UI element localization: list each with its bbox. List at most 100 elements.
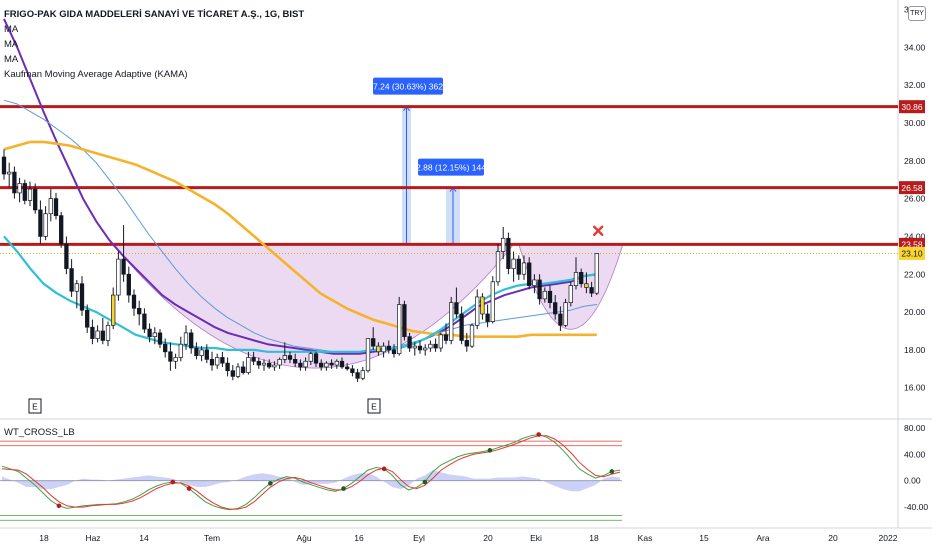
candle-body — [246, 357, 251, 373]
resistance-label-box — [899, 181, 925, 195]
last-price-label: 23.10 — [901, 249, 923, 259]
candle-body — [329, 362, 334, 366]
candle-body — [251, 357, 256, 362]
candle-body — [490, 281, 495, 322]
osc-cross-dot — [170, 479, 176, 485]
candle-body — [100, 330, 105, 341]
candle-body — [178, 343, 183, 358]
candle-body — [501, 237, 506, 252]
price-tick-label: 26.00 — [904, 194, 926, 204]
candle-body — [64, 243, 69, 269]
time-tick-label: Kas — [638, 533, 653, 543]
candle-body — [215, 357, 220, 366]
candle-body — [137, 307, 142, 315]
candle-body — [339, 360, 345, 368]
measure-label: 7.24 (30.63%) 362 — [373, 82, 443, 92]
candle-body — [85, 309, 90, 328]
candle-body — [116, 258, 121, 296]
candle-body — [495, 251, 501, 283]
candle-body — [95, 330, 100, 339]
candle-body — [282, 355, 287, 360]
candle-body — [1, 156, 7, 175]
candle-body — [157, 332, 163, 345]
candle-body — [27, 188, 33, 201]
candle-body — [241, 366, 246, 373]
candle-body — [277, 359, 282, 366]
candle-body — [48, 198, 53, 215]
indicator-ma-2[interactable]: MA — [4, 39, 19, 50]
candle-body — [287, 355, 293, 360]
time-tick-label: 18 — [39, 533, 49, 543]
resistance-label: 23.58 — [901, 240, 923, 250]
candle-body — [79, 283, 85, 311]
symbol-title[interactable]: FRIGO-PAK GIDA MADDELERİ SANAYİ VE TİCAR… — [4, 9, 305, 20]
candle-body — [43, 213, 48, 237]
candle-body — [407, 336, 412, 349]
candle-body — [183, 332, 189, 345]
candle-body — [303, 360, 308, 368]
candle-body — [194, 347, 199, 356]
candle-body — [319, 362, 324, 368]
candle-body — [163, 343, 168, 353]
candle-body — [308, 353, 313, 362]
candle-body — [449, 302, 454, 341]
candle-body — [69, 268, 74, 292]
candle-body — [53, 198, 59, 216]
candle-body — [345, 366, 350, 370]
candle-body — [371, 338, 376, 347]
resistance-label: 30.86 — [901, 102, 923, 112]
candle-body — [74, 283, 79, 292]
candle-body — [475, 296, 480, 326]
candle-body — [365, 338, 371, 372]
price-tick-label: 16.00 — [904, 383, 926, 393]
candle-body — [480, 296, 485, 315]
candle-body — [209, 359, 215, 366]
candle-body — [558, 313, 563, 326]
candle-body — [506, 237, 511, 269]
candle-body — [527, 262, 532, 286]
candle-body — [126, 273, 131, 296]
candle-body — [459, 313, 464, 341]
candle-body — [553, 302, 558, 315]
oscillator-title[interactable]: WT_CROSS_LB — [4, 427, 75, 438]
candle-body — [152, 332, 157, 338]
time-tick-label: Ağu — [296, 533, 311, 543]
time-tick-label: 15 — [699, 533, 709, 543]
indicator-kama[interactable]: Kaufman Moving Average Adaptive (KAMA) — [4, 69, 188, 80]
indicator-ma-1[interactable]: MA — [4, 24, 19, 35]
candle-body — [142, 313, 147, 330]
candle-body — [579, 272, 584, 285]
candle-body — [402, 304, 407, 338]
osc-cross-dot — [186, 486, 192, 491]
candle-body — [433, 343, 438, 349]
indicator-ma-3[interactable]: MA — [4, 54, 19, 65]
currency-badge[interactable]: TRY — [908, 6, 926, 21]
candle-body — [443, 334, 449, 341]
candle-body — [12, 171, 17, 194]
osc-tick-label: 0.00 — [904, 476, 921, 486]
candle-body — [261, 362, 267, 366]
measure-label-box — [418, 158, 484, 176]
osc-cross-dot — [487, 448, 493, 453]
price-tick-label: 30.00 — [904, 118, 926, 128]
time-tick-label: Eki — [530, 533, 542, 543]
candle-body — [189, 332, 194, 349]
candle-body — [355, 372, 360, 379]
ma-line-cyan — [3, 235, 597, 353]
candle-body — [469, 324, 475, 347]
candle-body — [324, 362, 329, 368]
candle-body — [59, 215, 64, 245]
candle-body — [438, 334, 443, 349]
earnings-marker-label: E — [32, 402, 38, 412]
candle-body — [131, 294, 137, 309]
price-tick-label: 34.00 — [904, 42, 926, 52]
candle-body — [17, 183, 22, 194]
earnings-marker — [367, 398, 381, 414]
candle-body — [547, 290, 553, 303]
osc-diff-area — [2, 470, 620, 492]
candle-body — [173, 357, 178, 362]
price-tick-label: 24.00 — [904, 231, 926, 241]
candle-body — [594, 253, 599, 294]
